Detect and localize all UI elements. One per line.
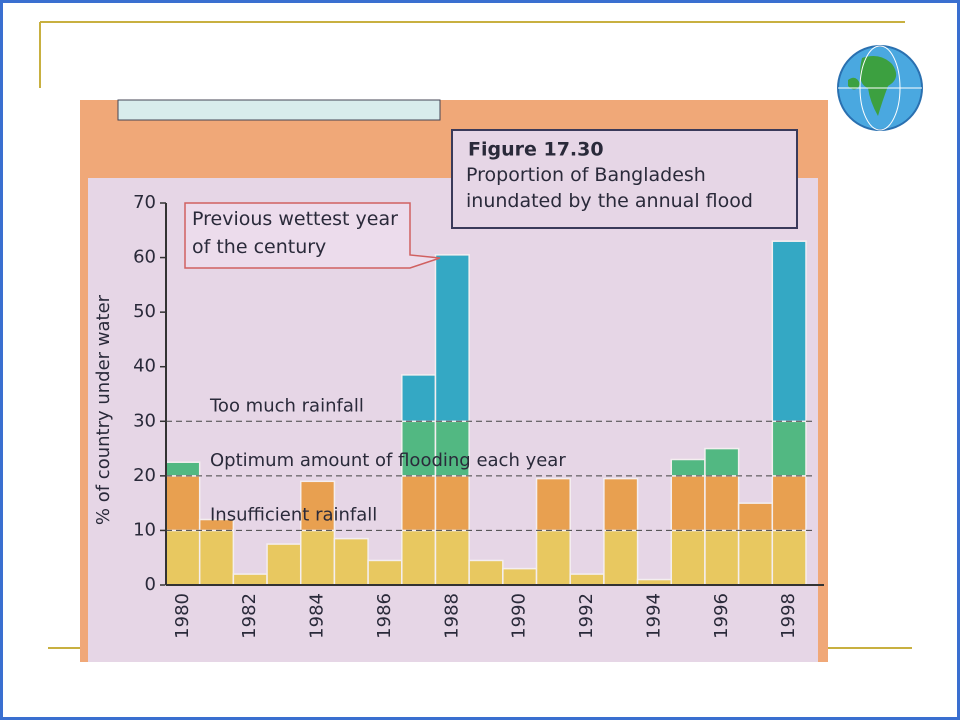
bar-segment xyxy=(603,529,639,586)
bar-segment xyxy=(299,480,336,532)
bar-segment xyxy=(535,477,571,532)
bar-segment xyxy=(333,537,369,586)
bar-segment xyxy=(704,529,740,586)
bar-segment xyxy=(771,529,807,586)
bar-segment xyxy=(670,475,706,532)
threshold-label: Insufficient rainfall xyxy=(210,504,377,525)
x-tick-label: 1988 xyxy=(441,593,462,639)
y-axis-label: % of country under water xyxy=(93,294,114,525)
bar-segment xyxy=(704,475,740,532)
bar-segment xyxy=(165,461,201,477)
bar-segment xyxy=(401,529,437,586)
bar-segment xyxy=(771,475,807,532)
bar-segment xyxy=(401,374,437,423)
y-tick-label: 40 xyxy=(133,356,156,377)
bar-segment xyxy=(737,502,774,532)
x-tick-label: 1982 xyxy=(239,593,260,639)
bar-segment xyxy=(670,458,706,477)
x-tick-label: 1984 xyxy=(307,593,328,639)
bar-segment xyxy=(367,559,403,586)
title-wrap: Proportion of Bangladesh inundated by th… xyxy=(466,164,753,212)
y-tick-label: 10 xyxy=(133,519,156,540)
bar-segment xyxy=(771,420,807,477)
y-tick-label: 50 xyxy=(133,301,156,322)
bar-segment xyxy=(670,529,706,586)
cut-off-box xyxy=(117,99,441,121)
bar-segment xyxy=(502,567,538,586)
x-tick-label: 1994 xyxy=(643,593,664,639)
bar-segment xyxy=(434,529,470,586)
x-tick-label: 1986 xyxy=(374,593,395,639)
globe-icon xyxy=(837,45,923,131)
callout-box xyxy=(184,202,441,269)
bar-segment xyxy=(401,475,437,532)
bar-segment xyxy=(299,529,336,586)
bar-segment xyxy=(198,529,235,586)
figure-label: Figure 17.30 xyxy=(468,139,604,161)
y-tick-label: 0 xyxy=(145,574,156,595)
x-tick-label: 1992 xyxy=(576,593,597,639)
bar-segment xyxy=(165,529,201,586)
threshold-label: Optimum amount of flooding each year xyxy=(210,450,566,471)
bar-segment xyxy=(603,477,639,532)
bar-segment xyxy=(232,573,268,586)
figure-box xyxy=(451,129,798,229)
x-tick-label: 1996 xyxy=(711,593,732,639)
callout-text: Previous wettest year of the century xyxy=(192,208,398,258)
bar-segment xyxy=(434,254,470,423)
x-tick-label: 1980 xyxy=(172,593,193,639)
y-tick-label: 20 xyxy=(133,465,156,486)
bar-segment xyxy=(468,559,504,586)
bar-segment xyxy=(569,573,605,586)
bar-segment xyxy=(266,543,302,586)
bar-segment xyxy=(535,529,571,586)
bar-segment xyxy=(771,240,807,423)
bar-segment xyxy=(165,475,201,532)
y-tick-label: 70 xyxy=(133,192,156,213)
callout-wrap: Previous wettest year of the century xyxy=(192,208,398,258)
bar-segment xyxy=(704,447,740,477)
bar-segment xyxy=(434,475,470,532)
x-tick-label: 1990 xyxy=(509,593,530,639)
x-tick-label: 1998 xyxy=(778,593,799,639)
threshold-label: Too much rainfall xyxy=(209,395,364,416)
y-tick-label: 30 xyxy=(133,410,156,431)
y-tick-label: 60 xyxy=(133,247,156,268)
bar-segment xyxy=(737,529,774,586)
chart-title: Proportion of Bangladesh inundated by th… xyxy=(466,164,753,212)
